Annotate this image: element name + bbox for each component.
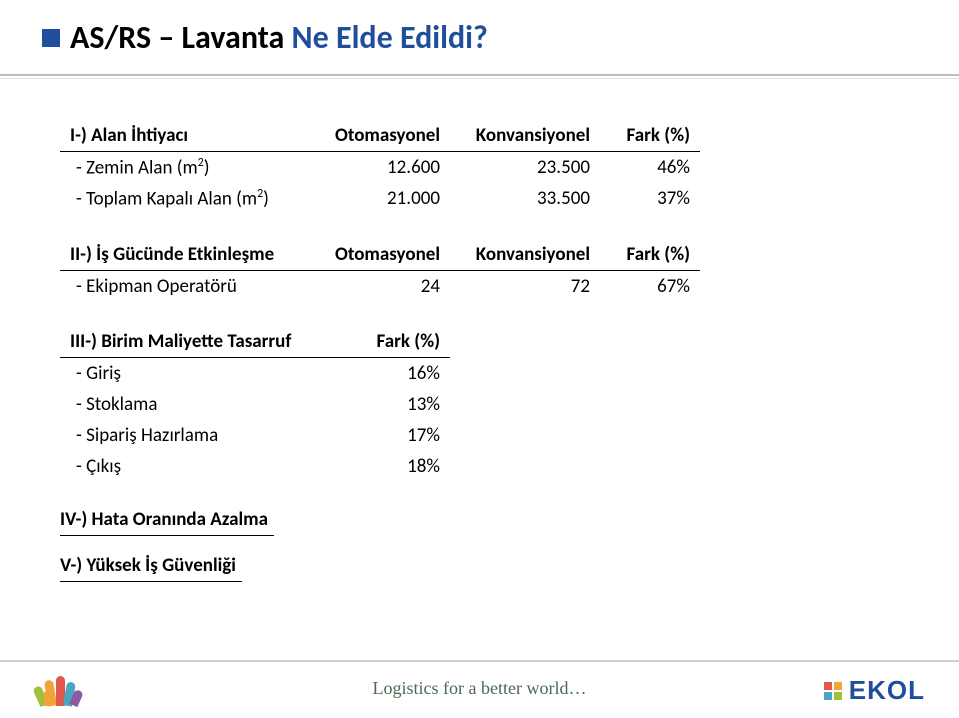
divider xyxy=(0,660,959,662)
cell: 33.500 xyxy=(450,183,600,214)
table-alan-ihtiyaci: I-) Alan İhtiyacı Otomasyonel Konvansiyo… xyxy=(60,120,700,215)
row-label: - Toplam Kapalı Alan (m2) xyxy=(60,183,320,214)
cell: 16% xyxy=(350,357,450,389)
table-row: - Sipariş Hazırlama 17% xyxy=(60,420,450,451)
table-header: II-) İş Gücünde Etkinleşme Otomasyonel K… xyxy=(60,239,700,271)
brand-text: EKOL xyxy=(849,675,925,706)
title-part2: Ne Elde Edildi? xyxy=(292,18,488,57)
col-header: III-) Birim Maliyette Tasarruf xyxy=(60,326,350,358)
col-header: II-) İş Gücünde Etkinleşme xyxy=(60,239,320,271)
footer-tagline: Logistics for a better world… xyxy=(0,678,959,699)
row-label: - Stoklama xyxy=(60,389,350,420)
ekol-logo-icon: EKOL xyxy=(823,675,925,706)
cell: 37% xyxy=(600,183,700,214)
table-row: - Stoklama 13% xyxy=(60,389,450,420)
cell: 21.000 xyxy=(320,183,450,214)
section-iv: IV-) Hata Oranında Azalma xyxy=(60,506,900,552)
row-label: - Çıkış xyxy=(60,451,350,482)
divider xyxy=(0,78,959,79)
title-bullet-icon xyxy=(42,29,60,47)
table-row: - Toplam Kapalı Alan (m2) 21.000 33.500 … xyxy=(60,183,700,214)
col-header: Fark (%) xyxy=(350,326,450,358)
col-header: Otomasyonel xyxy=(320,120,450,152)
cell: 18% xyxy=(350,451,450,482)
table-row: - Giriş 16% xyxy=(60,357,450,389)
divider xyxy=(0,74,959,76)
cell: 24 xyxy=(320,270,450,302)
table-row: - Zemin Alan (m2) 12.600 23.500 46% xyxy=(60,152,700,184)
title-row: AS/RS – Lavanta Ne Elde Edildi? xyxy=(42,18,488,57)
cell: 46% xyxy=(600,152,700,184)
col-header: Fark (%) xyxy=(600,120,700,152)
cell: 12.600 xyxy=(320,152,450,184)
cell: 67% xyxy=(600,270,700,302)
row-label: - Sipariş Hazırlama xyxy=(60,420,350,451)
section-label: IV-) Hata Oranında Azalma xyxy=(60,506,274,536)
col-header: Otomasyonel xyxy=(320,239,450,271)
table-birim-maliyette: III-) Birim Maliyette Tasarruf Fark (%) … xyxy=(60,326,450,482)
row-label: - Giriş xyxy=(60,357,350,389)
table-header: I-) Alan İhtiyacı Otomasyonel Konvansiyo… xyxy=(60,120,700,152)
section-label: V-) Yüksek İş Güvenliği xyxy=(60,552,242,582)
col-header: Konvansiyonel xyxy=(450,120,600,152)
cell: 13% xyxy=(350,389,450,420)
content-area: I-) Alan İhtiyacı Otomasyonel Konvansiyo… xyxy=(60,120,900,598)
cell: 72 xyxy=(450,270,600,302)
table-row: - Ekipman Operatörü 24 72 67% xyxy=(60,270,700,302)
slide: AS/RS – Lavanta Ne Elde Edildi? I-) Alan… xyxy=(0,0,959,718)
col-header: I-) Alan İhtiyacı xyxy=(60,120,320,152)
cell: 23.500 xyxy=(450,152,600,184)
page-title: AS/RS – Lavanta Ne Elde Edildi? xyxy=(70,18,488,57)
table-row: - Çıkış 18% xyxy=(60,451,450,482)
table-is-gucunde: II-) İş Gücünde Etkinleşme Otomasyonel K… xyxy=(60,239,700,302)
row-label: - Ekipman Operatörü xyxy=(60,270,320,302)
row-label: - Zemin Alan (m2) xyxy=(60,152,320,184)
title-part1: AS/RS – Lavanta xyxy=(70,18,292,57)
section-v: V-) Yüksek İş Güvenliği xyxy=(60,552,900,598)
col-header: Fark (%) xyxy=(600,239,700,271)
cell: 17% xyxy=(350,420,450,451)
footer: Logistics for a better world… EKOL xyxy=(0,660,959,718)
table-header: III-) Birim Maliyette Tasarruf Fark (%) xyxy=(60,326,450,358)
col-header: Konvansiyonel xyxy=(450,239,600,271)
